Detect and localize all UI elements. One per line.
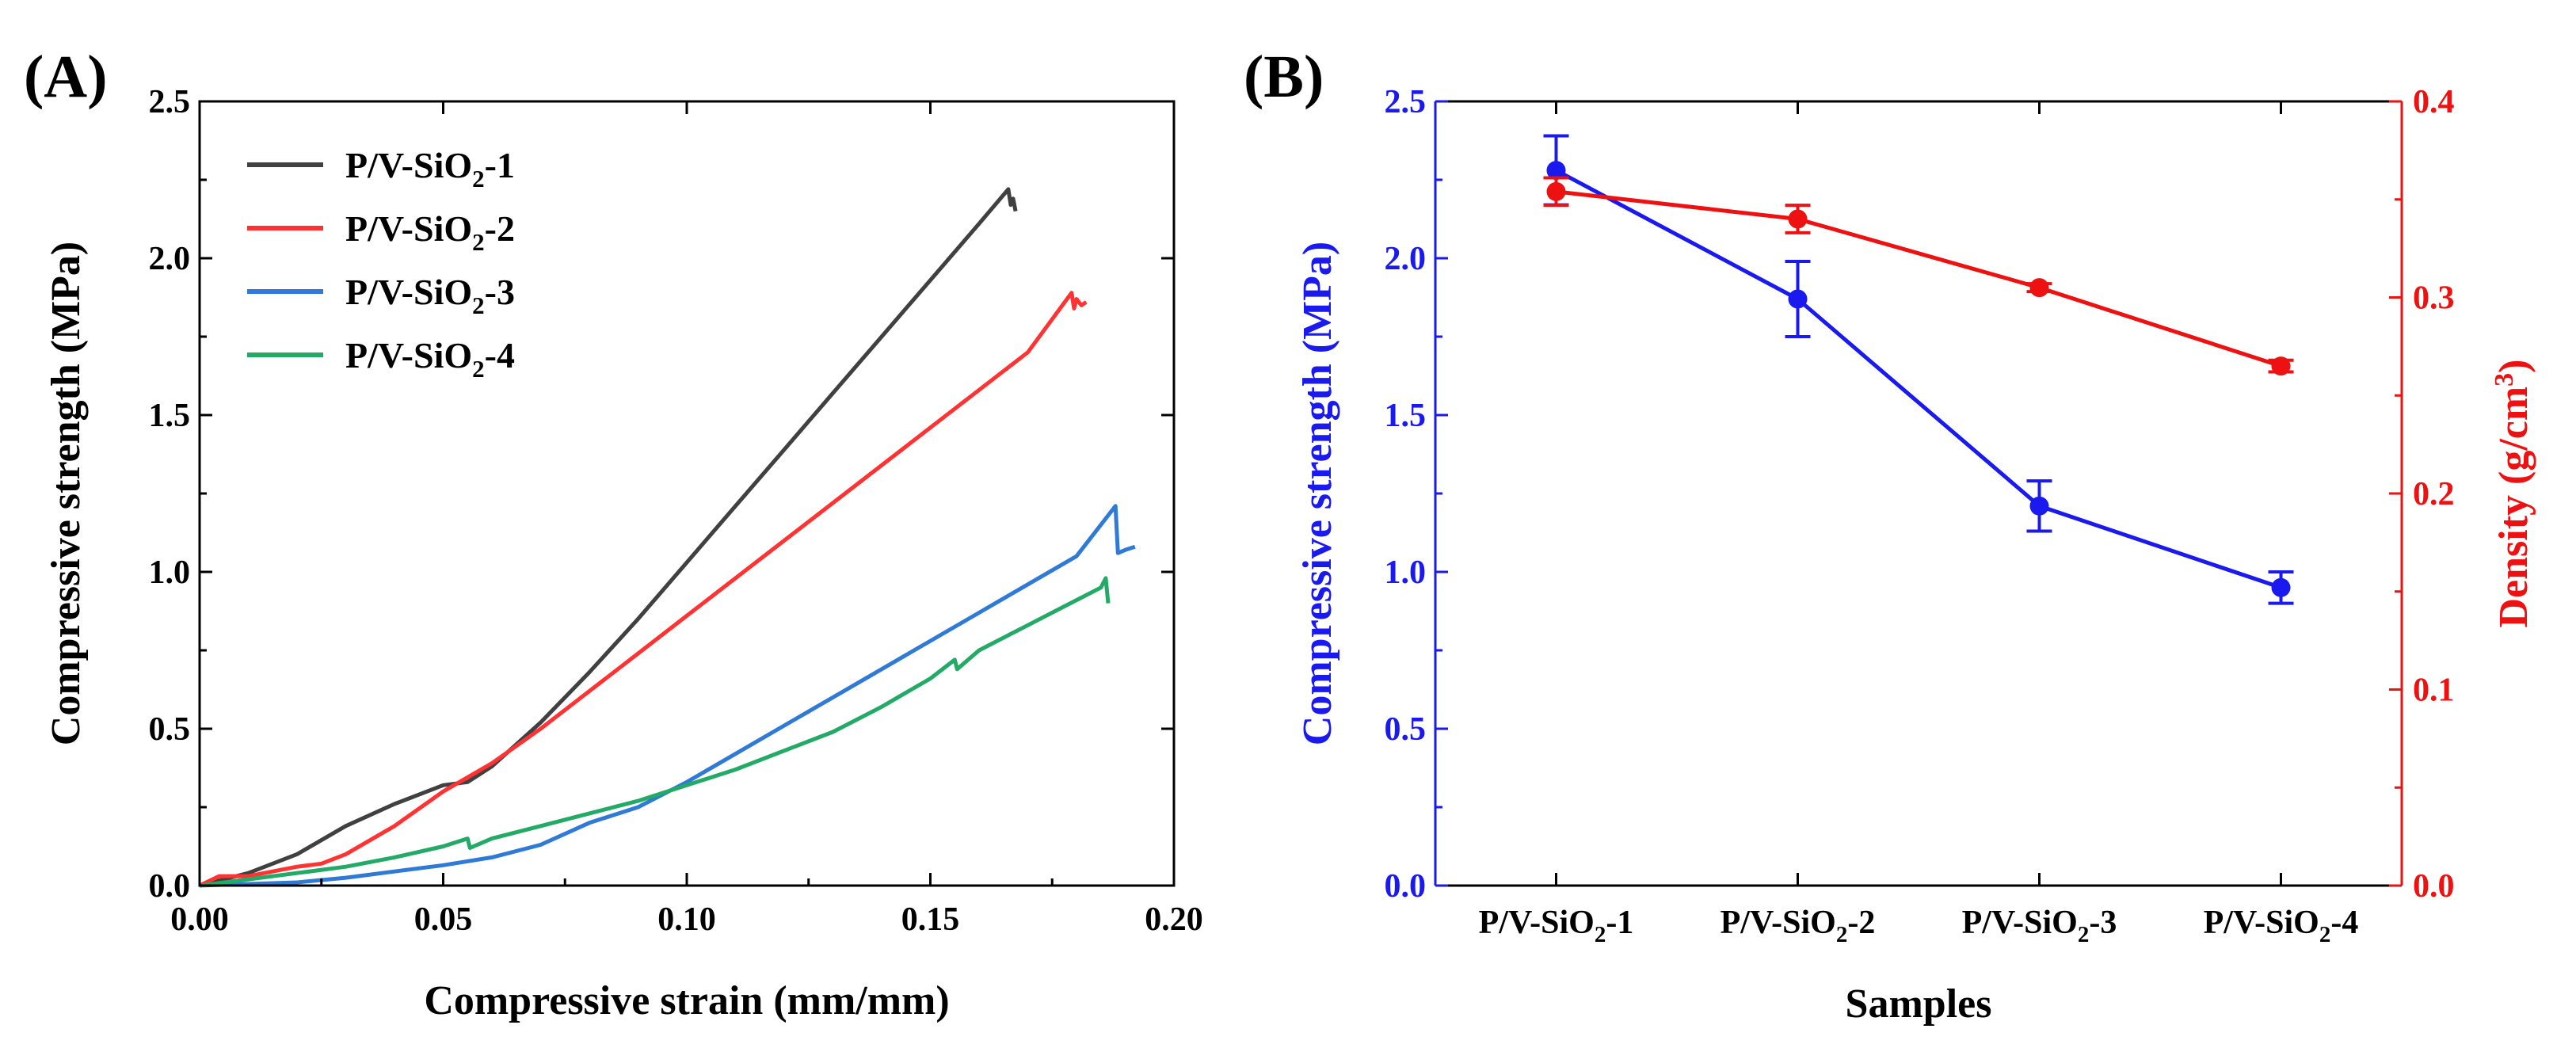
right-y-axis-label: Density (g/cm3) [2490,359,2536,627]
strength-point [2271,577,2291,597]
right-y-axis-label-superscript: 3 [2490,373,2519,387]
panel-a-chart: (A) 0.00 0.05 0.10 0.15 0.20 0.0 0.5 1.0 1.5 2.0 2.… [24,44,1203,1023]
density-point [1546,181,1566,201]
x-category-label: P/V-SiO2-1 [1479,905,1634,947]
legend-label-4: P/V-SiO2-4 [345,335,515,383]
legend-label-tail: -2 [485,208,515,249]
x-category-label: P/V-SiO2-2 [1721,905,1876,947]
legend-label-subscript: 2 [472,165,485,192]
series-line-2 [198,291,1088,888]
y-tick-label: 1.5 [149,398,191,434]
y-axis-label: Compressive strength (MPa) [44,242,89,745]
y-tick-label: 2.5 [149,84,191,120]
x-tick-label: 0.15 [901,901,960,938]
legend-label-main: P/V-SiO [345,272,472,312]
legend-label-subscript: 2 [472,291,485,319]
left-tick-label: 2.5 [1385,84,1427,120]
right-tick-label: 0.2 [2413,476,2455,512]
panel-b-label: (B) [1244,44,1324,110]
x-tick-label: 0.10 [657,901,716,938]
legend-label-main: P/V-SiO [345,208,472,249]
category-label-tail: -1 [1606,905,1633,941]
category-label-tail: -2 [1847,905,1875,941]
legend-label-subscript: 2 [472,228,485,256]
strength-point [1788,289,1808,309]
legend-label-tail: -3 [485,272,515,312]
density-point [2271,356,2291,376]
category-label-subscript: 2 [2078,922,2090,947]
strength-point [1546,161,1566,181]
left-tick-label: 0.0 [1385,868,1427,905]
strength-line [1555,168,2282,590]
y-tick-label: 0.5 [149,711,191,748]
category-label-main: P/V-SiO [1962,905,2078,941]
category-label-tail: -4 [2330,905,2358,941]
category-label-subscript: 2 [2319,922,2331,947]
legend-label-tail: -1 [485,145,515,185]
legend-label-3: P/V-SiO2-3 [345,272,515,319]
right-tick-label: 0.4 [2413,84,2455,120]
x-tick-label: 0.00 [170,901,229,938]
x-tick-label: 0.05 [414,901,473,938]
density-point [2029,278,2049,298]
y-tick-label: 0.0 [149,868,191,905]
category-label-tail: -3 [2089,905,2117,941]
category-label-main: P/V-SiO [2204,905,2319,941]
category-label-main: P/V-SiO [1721,905,1836,941]
left-y-axis-label: Compressive strength (MPa) [1295,242,1340,745]
legend-label-1: P/V-SiO2-1 [345,145,515,192]
y-tick-label: 1.0 [149,554,191,591]
left-tick-label: 1.0 [1385,554,1427,591]
category-label-subscript: 2 [1836,922,1848,947]
legend-label-main: P/V-SiO [345,335,472,375]
right-tick-label: 0.3 [2413,280,2455,317]
right-y-axis-label-main: Density (g/cm [2491,387,2536,628]
right-y-axis-label-tail: ) [2491,359,2536,372]
series-line-4 [199,576,1111,888]
right-tick-label: 0.0 [2413,868,2455,905]
panel-b-chart: (B) 0.0 0.5 1.0 1.5 2.0 2.5 0.0 0.1 0.2 0.3 0.4 P/V-… [1244,44,2536,1027]
legend-label-subscript: 2 [472,355,485,383]
y-tick-label: 2.0 [149,241,191,277]
x-category-label: P/V-SiO2-3 [1962,905,2117,947]
x-category-label: P/V-SiO2-4 [2204,905,2359,947]
density-line [1556,189,2282,368]
density-point [1788,209,1808,229]
left-tick-label: 2.0 [1385,241,1427,277]
x-axis-label: Samples [1846,981,1992,1027]
legend-label-main: P/V-SiO [345,145,472,185]
category-label-subscript: 2 [1595,922,1606,947]
panel-a-label: (A) [24,44,108,110]
x-axis-label: Compressive strain (mm/mm) [424,978,949,1023]
left-tick-label: 1.5 [1385,398,1427,434]
right-tick-label: 0.1 [2413,673,2455,709]
legend-label-tail: -4 [485,335,515,375]
category-label-main: P/V-SiO [1479,905,1595,941]
series-line-1 [199,187,1018,888]
legend-label-2: P/V-SiO2-2 [345,208,515,256]
strength-point [2029,496,2049,516]
series-line-3 [199,504,1136,888]
x-tick-label: 0.20 [1145,901,1203,938]
left-tick-label: 0.5 [1385,711,1427,748]
